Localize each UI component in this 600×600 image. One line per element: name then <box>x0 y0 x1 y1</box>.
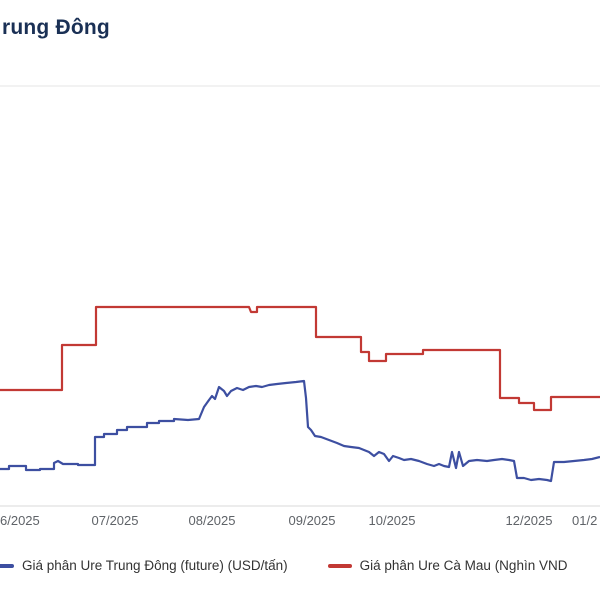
legend: Giá phân Ure Trung Đông (future) (USD/tấ… <box>0 558 567 573</box>
x-tick-label: 01/2 <box>572 513 598 528</box>
x-tick-label: 07/2025 <box>91 513 139 528</box>
legend-marker-red-line-icon <box>327 563 352 568</box>
x-axis: 6/2025 07/2025 08/2025 09/2025 10/2025 12/202… <box>0 513 600 533</box>
legend-marker-blue-line-icon <box>0 563 14 568</box>
page-title: rung Đông <box>2 16 110 39</box>
legend-label-ure-trung-dong: Giá phân Ure Trung Đông (future) (USD/tấ… <box>22 558 288 573</box>
x-tick-label: 10/2025 <box>368 513 416 528</box>
legend-label-ure-ca-mau: Giá phân Ure Cà Mau (Nghìn VND <box>359 558 568 573</box>
x-tick-label: 09/2025 <box>288 513 336 528</box>
x-tick-label: 08/2025 <box>188 513 236 528</box>
legend-item-ure-trung-dong[interactable]: Giá phân Ure Trung Đông (future) (USD/tấ… <box>0 558 288 573</box>
legend-item-ure-ca-mau[interactable]: Giá phân Ure Cà Mau (Nghìn VND <box>327 558 568 573</box>
x-tick-label: 12/2025 <box>505 513 553 528</box>
x-tick-label: 6/2025 <box>0 513 40 528</box>
